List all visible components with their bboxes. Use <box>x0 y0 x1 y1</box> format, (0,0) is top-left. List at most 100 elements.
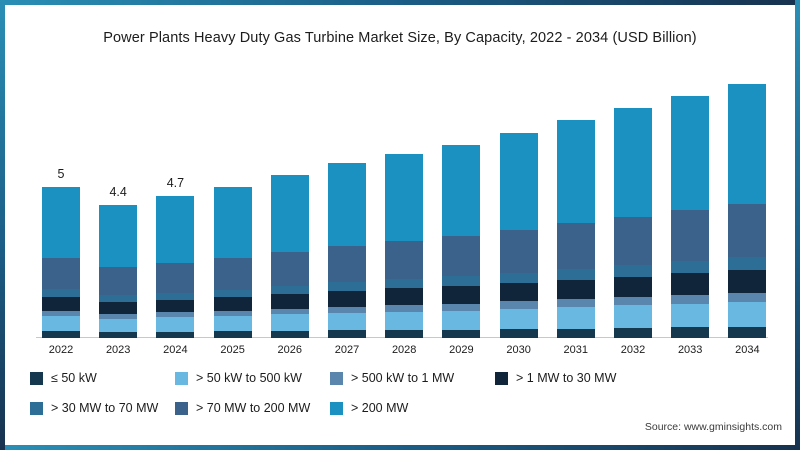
legend-label: > 500 kW to 1 MW <box>351 371 455 385</box>
bar-segment <box>614 276 652 298</box>
bar-segment <box>614 265 652 277</box>
x-tick-2025: 2025 <box>220 344 245 356</box>
bar-group[interactable] <box>614 108 652 338</box>
bar-segment <box>499 308 538 329</box>
legend-row: > 30 MW to 70 MW > 70 MW to 200 MW > 200 M… <box>30 396 770 426</box>
bar-group[interactable] <box>42 186 80 338</box>
bar-segment <box>556 328 595 338</box>
bar-segment <box>42 296 80 311</box>
bar-segment <box>42 257 80 290</box>
bar-segment <box>556 223 595 269</box>
legend-item[interactable]: > 200 MW <box>330 401 408 415</box>
bar-stack <box>728 84 767 338</box>
bar-segment <box>556 299 595 308</box>
bar-segment <box>499 229 538 273</box>
legend-item[interactable]: > 1 MW to 30 MW <box>495 371 616 385</box>
frame-border-top <box>0 0 800 5</box>
bar-segment <box>156 262 195 293</box>
bar-segment <box>442 310 481 330</box>
legend-label: > 200 MW <box>351 401 409 415</box>
bar-group[interactable] <box>728 84 767 338</box>
bar-segment <box>499 283 538 302</box>
bar-segment <box>156 317 195 332</box>
bar-segment <box>328 330 366 338</box>
bar-segment <box>728 301 767 327</box>
bar-segment <box>614 328 652 338</box>
bar-segment <box>614 305 652 329</box>
bar-segment <box>442 329 481 338</box>
bar-segment <box>42 186 80 258</box>
bar-group[interactable] <box>442 144 481 338</box>
x-tick-2031: 2031 <box>563 344 589 356</box>
bar-stack <box>99 205 138 338</box>
bar-group[interactable] <box>213 186 252 338</box>
bar-segment <box>442 144 481 236</box>
bar-segment <box>42 315 80 332</box>
bar-value-label: 4.7 <box>166 175 185 190</box>
bar-segment <box>671 210 710 261</box>
bar-segment <box>99 267 138 296</box>
bar-stack <box>556 120 595 338</box>
bar-stack <box>442 144 481 338</box>
bar-segment <box>42 331 80 338</box>
bar-group[interactable] <box>556 120 595 338</box>
bar-segment <box>499 132 538 230</box>
legend-swatch <box>330 401 343 415</box>
legend-swatch <box>330 371 343 385</box>
legend-item[interactable]: > 70 MW to 200 MW <box>175 401 310 415</box>
bar-value-label: 5 <box>57 166 65 181</box>
bar-segment <box>270 286 309 295</box>
bar-segment <box>385 311 424 330</box>
bar-group[interactable] <box>328 162 366 338</box>
frame-border-left <box>0 0 5 450</box>
bar-stack <box>671 96 710 338</box>
bar-group[interactable] <box>270 174 309 338</box>
bar-segment <box>499 328 538 338</box>
bar-segment <box>156 299 195 313</box>
bar-segment <box>42 289 80 297</box>
legend-item[interactable]: ≤ 50 kW <box>30 371 97 385</box>
bar-segment <box>270 294 309 309</box>
bar-segment <box>328 313 366 331</box>
bar-segment <box>270 330 309 338</box>
bar-group[interactable] <box>499 132 538 338</box>
source-attribution: Source: www.gminsights.com <box>644 421 782 433</box>
bar-segment <box>270 174 309 252</box>
bar-segment <box>728 326 767 338</box>
bar-segment <box>728 269 767 293</box>
bar-group[interactable] <box>671 96 710 338</box>
legend-row: ≤ 50 kW > 50 kW to 500 kW > 500 kW to 1 MW… <box>30 366 770 396</box>
bar-segment <box>213 297 252 311</box>
bar-value-label: 4.4 <box>109 185 127 200</box>
legend-swatch <box>30 401 43 415</box>
frame-border-right <box>795 0 800 450</box>
bar-segment <box>213 257 252 290</box>
bar-stack <box>42 186 80 338</box>
legend-item[interactable]: > 500 kW to 1 MW <box>330 371 454 385</box>
bar-segment <box>442 235 481 277</box>
x-tick-2022: 2022 <box>48 344 74 356</box>
bar-segment <box>213 186 252 258</box>
bar-group[interactable] <box>385 153 424 338</box>
bar-segment <box>270 314 309 331</box>
legend-item[interactable]: > 50 kW to 500 kW <box>175 371 302 385</box>
bar-segment <box>556 307 595 329</box>
bar-group[interactable] <box>99 205 138 338</box>
bar-group[interactable] <box>156 196 195 338</box>
bar-segment <box>99 205 138 268</box>
bar-segment <box>614 216 652 266</box>
bar-segment <box>556 120 595 224</box>
chart-title: Power Plants Heavy Duty Gas Turbine Mark… <box>103 30 697 46</box>
bar-segment <box>499 301 538 309</box>
bar-segment <box>156 292 195 300</box>
bar-segment <box>328 282 366 292</box>
bar-segment <box>99 313 138 319</box>
bar-segment <box>156 312 195 318</box>
x-tick-2023: 2023 <box>105 344 131 356</box>
legend-label: > 50 kW to 500 kW <box>196 371 302 385</box>
bar-stack <box>156 196 195 338</box>
bar-segment <box>213 310 252 317</box>
bar-stack <box>328 162 366 338</box>
legend-item[interactable]: > 30 MW to 70 MW <box>30 401 158 415</box>
